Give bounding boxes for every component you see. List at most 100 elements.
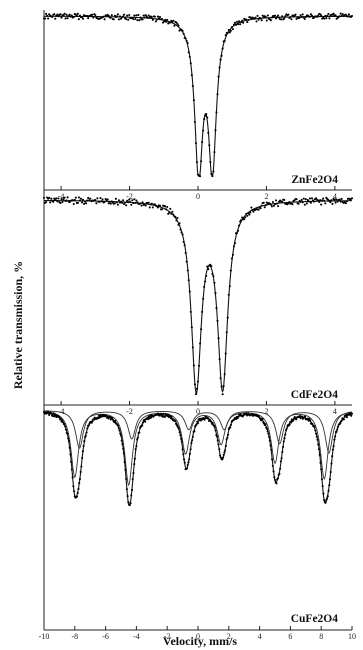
data-point (47, 411, 50, 414)
data-point (290, 421, 293, 424)
data-point (188, 55, 191, 58)
data-point (163, 415, 167, 418)
data-point (140, 204, 143, 207)
data-point (287, 13, 290, 16)
data-point (224, 444, 227, 448)
data-point (117, 424, 120, 427)
data-point (164, 205, 167, 208)
data-point (151, 18, 154, 21)
data-point (128, 504, 131, 507)
data-point (122, 15, 125, 18)
data-point (202, 297, 205, 300)
data-point (71, 476, 74, 479)
panel-znfe2o4: -4 -2 0 2 4 ZnFe2O4 (42, 10, 354, 201)
data-point (47, 17, 50, 20)
data-point (279, 467, 282, 470)
data-point (134, 201, 137, 205)
data-point (194, 393, 197, 396)
data-point (191, 346, 194, 349)
data-point (184, 37, 187, 40)
data-point (226, 316, 229, 319)
data-point (171, 210, 174, 213)
data-point (250, 18, 253, 21)
data-point (176, 216, 179, 220)
data-point (128, 13, 131, 17)
data-point (120, 201, 124, 204)
data-point (150, 416, 153, 419)
data-point (136, 19, 139, 22)
data-point (79, 470, 82, 474)
data-point (328, 484, 331, 487)
data-point (127, 501, 130, 504)
data-point (340, 419, 343, 422)
data-point (139, 202, 142, 205)
data-point (141, 201, 144, 204)
data-point (170, 415, 173, 418)
data-point (147, 415, 150, 418)
data-point (342, 418, 345, 421)
data-point (161, 18, 164, 21)
x-tick-label: 0 (196, 192, 200, 201)
data-point (232, 23, 235, 26)
data-point (187, 51, 190, 54)
data-point (267, 432, 270, 435)
data-point (233, 242, 237, 245)
data-point (117, 199, 120, 202)
data-point (71, 199, 74, 202)
data-point (131, 199, 134, 202)
data-point (124, 201, 127, 204)
data-point (310, 14, 314, 17)
data-point (316, 438, 319, 441)
data-point (299, 417, 302, 420)
data-point (115, 201, 118, 204)
data-point (92, 16, 95, 19)
data-point (68, 446, 71, 449)
data-point (135, 445, 138, 448)
data-point (75, 14, 78, 17)
data-point (236, 23, 240, 26)
data-point (261, 14, 264, 17)
data-point (321, 199, 324, 202)
data-point (306, 199, 309, 202)
data-point (244, 216, 247, 219)
data-point (281, 15, 284, 18)
data-point (281, 200, 284, 203)
data-point (81, 456, 84, 460)
data-point (59, 417, 62, 420)
data-point (76, 12, 79, 15)
data-point (339, 12, 342, 15)
data-point (271, 464, 274, 468)
data-point (340, 197, 343, 200)
data-point (177, 223, 180, 226)
data-point (114, 419, 117, 423)
data-point (166, 18, 169, 21)
data-point (272, 470, 275, 473)
data-point (200, 328, 203, 331)
data-point (284, 429, 288, 432)
data-point (183, 458, 186, 461)
data-point (245, 212, 248, 215)
data-point (87, 196, 90, 199)
data-point (238, 20, 241, 23)
data-point (227, 293, 230, 296)
data-point (195, 423, 198, 426)
data-point (295, 198, 298, 201)
data-point (224, 449, 227, 452)
data-point (60, 16, 63, 19)
data-point (215, 111, 218, 114)
data-point (182, 32, 185, 35)
data-point (75, 495, 79, 498)
data-point (207, 417, 210, 420)
data-point (137, 13, 140, 17)
data-point (325, 17, 328, 20)
data-point (259, 17, 262, 20)
x-tick-label: -6 (102, 632, 109, 641)
data-point (212, 170, 215, 173)
data-point (241, 19, 244, 22)
data-point (304, 198, 307, 201)
data-point (54, 17, 57, 20)
data-point (150, 16, 153, 19)
data-point (221, 47, 224, 50)
data-point (216, 319, 219, 322)
data-point (69, 453, 72, 456)
